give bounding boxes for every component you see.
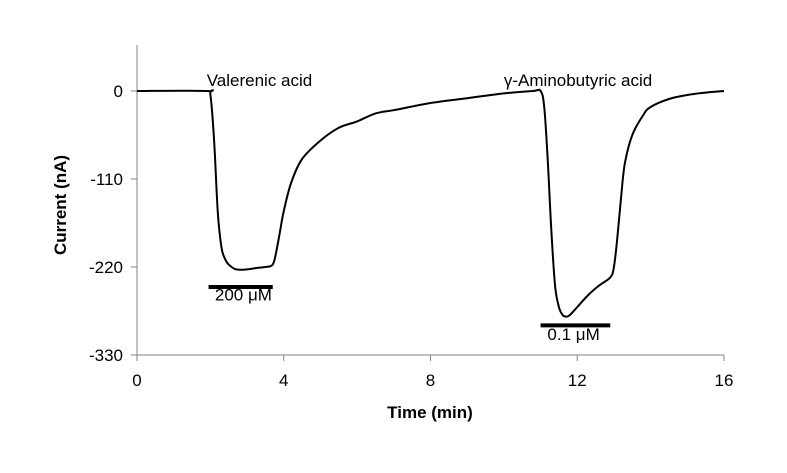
x-tick-label: 4 xyxy=(279,371,288,390)
y-tick-label: -110 xyxy=(90,170,123,189)
x-tick-label: 0 xyxy=(132,371,141,390)
annotation-label: 200 μM xyxy=(215,286,272,305)
x-axis-title: Time (min) xyxy=(387,403,473,422)
x-tick-label: 12 xyxy=(568,371,587,390)
x-tick-label: 16 xyxy=(715,371,734,390)
y-tick-label: 0 xyxy=(114,82,123,101)
x-tick-label: 8 xyxy=(426,371,435,390)
y-tick-label: -220 xyxy=(89,258,123,277)
current-trace-line xyxy=(136,88,725,318)
annotation-label: 0.1 μM xyxy=(547,325,599,344)
y-tick-label: -330 xyxy=(89,346,123,365)
annotation-label: Valerenic acid xyxy=(207,71,313,90)
y-axis-title: Current (nA) xyxy=(51,155,70,255)
plot-area: 0 4 8 12 16 0 -110 -220 -330 Valerenic acid γ-Amin… xyxy=(89,45,733,390)
annotation-label: γ-Aminobutyric acid xyxy=(504,71,652,90)
